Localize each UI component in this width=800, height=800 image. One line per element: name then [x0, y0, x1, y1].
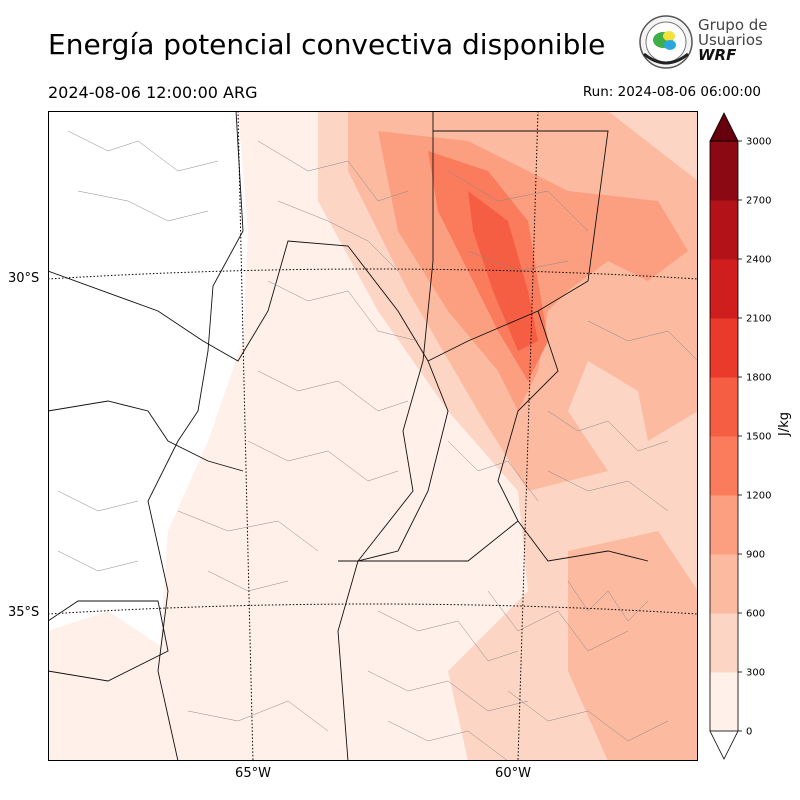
cape-map: [48, 111, 698, 761]
run-time: Run: 2024-08-06 06:00:00: [582, 84, 761, 100]
logo-line2: Usuarios: [698, 31, 763, 49]
valid-time: 2024-08-06 12:00:00 ARG: [48, 83, 258, 102]
cape-level-0-west: [48, 611, 188, 761]
lat-label-30s: 30°S: [8, 271, 40, 286]
province-borders: [48, 111, 649, 761]
colorbar-tick-label: 2100: [746, 314, 771, 325]
colorbar-tick-label: 0: [746, 727, 752, 738]
colorbar-bands: [709, 112, 739, 760]
colorbar-tick-label: 300: [746, 668, 765, 679]
map-frame: [48, 111, 698, 761]
colorbar-band: [710, 141, 738, 201]
colorbar-band: [710, 495, 738, 555]
colorbar-band: [710, 377, 738, 437]
graticule: [48, 111, 698, 761]
globe-seal-icon: [639, 15, 693, 69]
cape-level-900-east: [568, 191, 688, 281]
colorbar-tick-label: 600: [746, 609, 765, 620]
colorbar-extend-max: [709, 112, 739, 142]
colorbar-extend-min: [709, 730, 739, 760]
colorbar-ticks: 0 300 600 900 1200 1500 1800 2100 2400 2700 3000: [738, 137, 771, 738]
page-title: Energía potencial convectiva disponible: [48, 28, 606, 61]
colorbar-band: [710, 436, 738, 496]
cape-level-600-south: [568, 531, 698, 761]
department-borders: [57, 130, 698, 761]
colorbar-band: [710, 318, 738, 378]
colorbar-band: [710, 554, 738, 614]
colorbar-tick-label: 3000: [746, 137, 771, 148]
lon-label-65w: 65°W: [235, 766, 271, 781]
colorbar-tick-label: 900: [746, 550, 765, 561]
colorbar-band: [710, 200, 738, 260]
logo: Grupo de Usuarios WRF: [638, 14, 768, 74]
logo-line3: WRF: [698, 46, 737, 64]
lon-label-60w: 60°W: [495, 766, 531, 781]
colorbar-unit: J/kg: [777, 412, 792, 436]
colorbar-band: [710, 613, 738, 673]
colorbar-tick-label: 1800: [746, 373, 771, 384]
colorbar-tick-label: 2400: [746, 255, 771, 266]
colorbar-tick-label: 2700: [746, 196, 771, 207]
colorbar-tick-label: 1200: [746, 491, 771, 502]
colorbar-band: [710, 672, 738, 732]
colorbar-band: [710, 259, 738, 319]
colorbar-tick-label: 1500: [746, 432, 771, 443]
lat-label-35s: 35°S: [8, 605, 40, 620]
logo-line1: Grupo de: [698, 16, 768, 34]
colorbar: 0 300 600 900 1200 1500 1800 2100 2400 2700 3000: [709, 112, 771, 760]
cape-field: [48, 111, 698, 761]
